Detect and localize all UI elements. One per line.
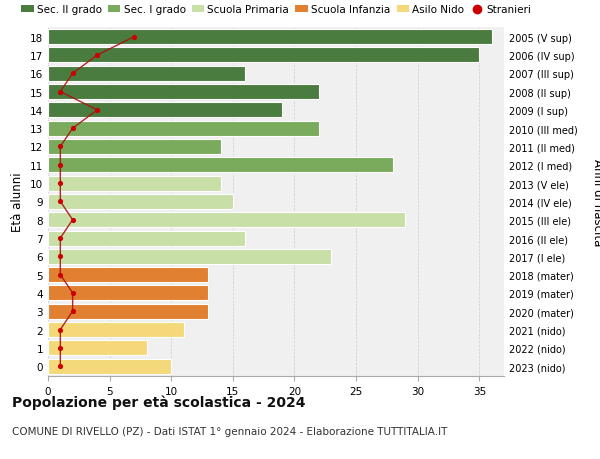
Point [56,162,65,169]
Bar [48,67,245,82]
Point [68,125,77,133]
Point [68,217,77,224]
Text: COMUNE DI RIVELLO (PZ) - Dati ISTAT 1° gennaio 2024 - Elaborazione TUTTITALIA.IT: COMUNE DI RIVELLO (PZ) - Dati ISTAT 1° g… [12,426,448,436]
Bar [48,158,393,173]
Point [92,52,102,60]
Bar [48,304,208,319]
Point [56,271,65,279]
Bar [48,122,319,136]
Bar [48,341,146,356]
Point [56,363,65,370]
Bar [48,103,282,118]
Bar [48,322,184,337]
Point [56,253,65,260]
Bar [48,48,479,63]
Y-axis label: Anni di nascita: Anni di nascita [592,158,600,246]
Bar [48,359,171,374]
Bar [48,231,245,246]
Bar [48,140,221,155]
Point [68,308,77,315]
Y-axis label: Età alunni: Età alunni [11,172,25,232]
Point [92,107,102,114]
Point [56,180,65,187]
Legend: Sec. II grado, Sec. I grado, Scuola Primaria, Scuola Infanzia, Asilo Nido, Stran: Sec. II grado, Sec. I grado, Scuola Prim… [21,6,531,15]
Point [68,290,77,297]
Bar [48,30,491,45]
Point [56,235,65,242]
Text: Popolazione per età scolastica - 2024: Popolazione per età scolastica - 2024 [12,395,305,409]
Point [56,344,65,352]
Bar [48,213,406,228]
Point [56,89,65,96]
Bar [48,286,208,301]
Bar [48,249,331,264]
Point [56,198,65,206]
Bar [48,268,208,282]
Point [130,34,139,41]
Point [56,144,65,151]
Point [68,70,77,78]
Bar [48,176,221,191]
Bar [48,195,233,209]
Point [56,326,65,334]
Bar [48,85,319,100]
